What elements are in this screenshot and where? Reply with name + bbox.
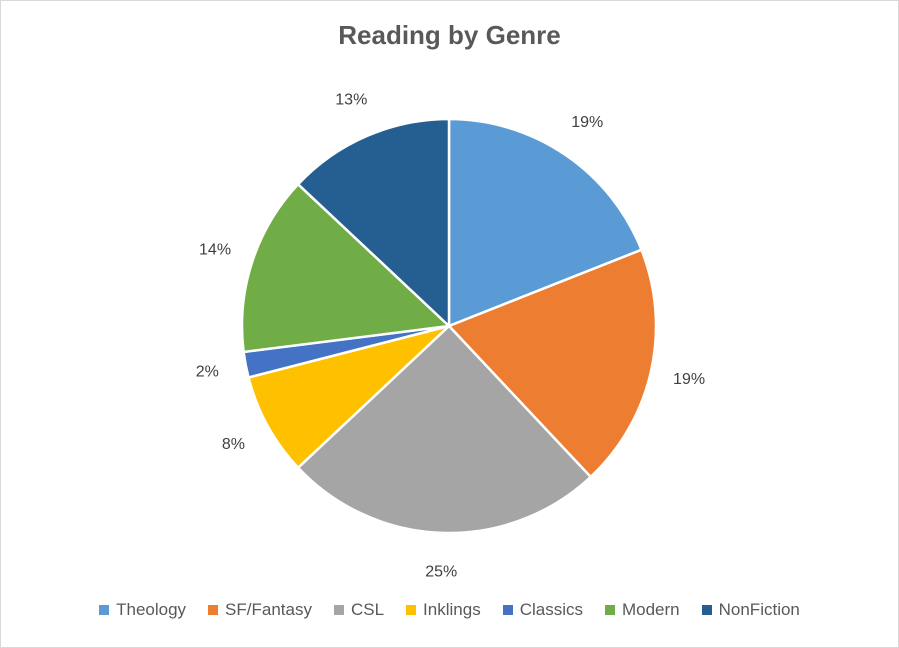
legend-item-modern: Modern <box>604 600 680 620</box>
chart-title: Reading by Genre <box>338 20 561 50</box>
pie-slice-inklings <box>246 324 450 470</box>
legend-item-classics: Classics <box>502 600 583 620</box>
legend-item-sf-fantasy: SF/Fantasy <box>208 600 312 620</box>
legend-label: Theology <box>116 600 187 619</box>
legend-swatch <box>502 605 513 615</box>
data-label-classics: 2% <box>196 364 219 381</box>
legend-swatch <box>701 605 712 615</box>
legend-label: Inklings <box>423 600 481 619</box>
legend-swatch <box>99 605 110 615</box>
data-label-csl: 25% <box>425 563 457 580</box>
pie-slices <box>240 117 658 535</box>
legend-item-theology: Theology <box>99 600 186 620</box>
legend-swatch <box>604 605 615 615</box>
legend: Theology SF/Fantasy CSL Inklings Classics Mod… <box>0 600 899 620</box>
pie-data-labels: 19% 19% 25% 8% 2% 14% 13% <box>196 92 705 581</box>
data-label-sf-fantasy: 19% <box>673 371 705 388</box>
legend-swatch <box>208 605 219 615</box>
data-label-modern: 14% <box>199 241 231 258</box>
pie-slice-theology <box>447 117 644 328</box>
legend-swatch <box>406 605 417 615</box>
legend-label: SF/Fantasy <box>225 600 312 619</box>
data-label-theology: 19% <box>571 114 603 131</box>
legend-swatch <box>333 605 344 615</box>
pie-slice-modern <box>240 182 452 354</box>
pie-slice-sf-fantasy <box>446 248 658 479</box>
legend-item-csl: CSL <box>333 600 385 620</box>
pie-slice-csl <box>296 324 593 535</box>
legend-label: NonFiction <box>718 600 800 619</box>
legend-label: Modern <box>621 600 680 619</box>
data-label-inklings: 8% <box>222 436 245 453</box>
pie-slice-nonfiction <box>296 117 451 329</box>
legend-item-inklings: Inklings <box>406 600 481 620</box>
data-label-nonfiction: 13% <box>335 92 367 109</box>
legend-item-nonfiction: NonFiction <box>701 600 800 620</box>
legend-label: Classics <box>519 600 583 619</box>
legend-label: CSL <box>350 600 385 619</box>
